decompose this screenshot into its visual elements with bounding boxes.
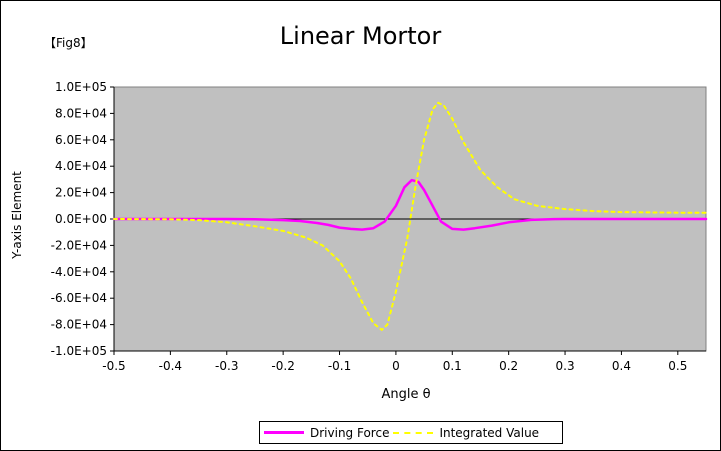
- x-tick-label: -0.5: [102, 359, 125, 373]
- figure-label: 【Fig8】: [44, 36, 93, 50]
- x-tick-label: 0.5: [668, 359, 687, 373]
- legend-item-integrated-value: Integrated Value: [389, 426, 539, 440]
- y-tick-label: 6.0E+04: [55, 133, 107, 147]
- x-tick-label: -0.2: [271, 359, 294, 373]
- x-tick-label: -0.4: [159, 359, 182, 373]
- legend-label-driving-force: Driving Force: [310, 425, 390, 440]
- x-tick-label: -0.3: [215, 359, 238, 373]
- y-tick-label: 2.0E+04: [55, 186, 107, 200]
- y-tick-label: -1.0E+05: [51, 344, 107, 358]
- x-tick-label: 0: [392, 359, 400, 373]
- legend-label-integrated-value: Integrated Value: [439, 425, 540, 440]
- x-tick-label: 0.4: [612, 359, 631, 373]
- y-tick-label: -4.0E+04: [51, 265, 107, 279]
- y-tick-label: 1.0E+05: [55, 80, 107, 94]
- legend-swatch-driving-force: [264, 431, 304, 434]
- x-tick-label: 0.3: [556, 359, 575, 373]
- x-axis-label: Angle θ: [381, 387, 431, 402]
- chart-title: Linear Mortor: [279, 22, 442, 50]
- series-line-driving-force: [112, 178, 708, 231]
- y-tick-label: 0.0E+00: [55, 212, 107, 226]
- y-tick-label: 4.0E+04: [55, 159, 107, 173]
- series-line-integrated-value: [113, 101, 707, 331]
- y-tick-label: -6.0E+04: [51, 291, 107, 305]
- x-tick-label: 0.1: [443, 359, 462, 373]
- y-tick-label: 8.0E+04: [55, 106, 107, 120]
- y-tick-label: -8.0E+04: [51, 318, 107, 332]
- legend-item-driving-force: Driving Force: [260, 426, 389, 440]
- x-tick-label: 0.2: [499, 359, 518, 373]
- x-tick-label: -0.1: [328, 359, 351, 373]
- y-tick-label: -2.0E+04: [51, 238, 107, 252]
- legend-swatch-integrated-value: [393, 431, 434, 434]
- legend: Driving Force Integrated Value: [259, 421, 563, 444]
